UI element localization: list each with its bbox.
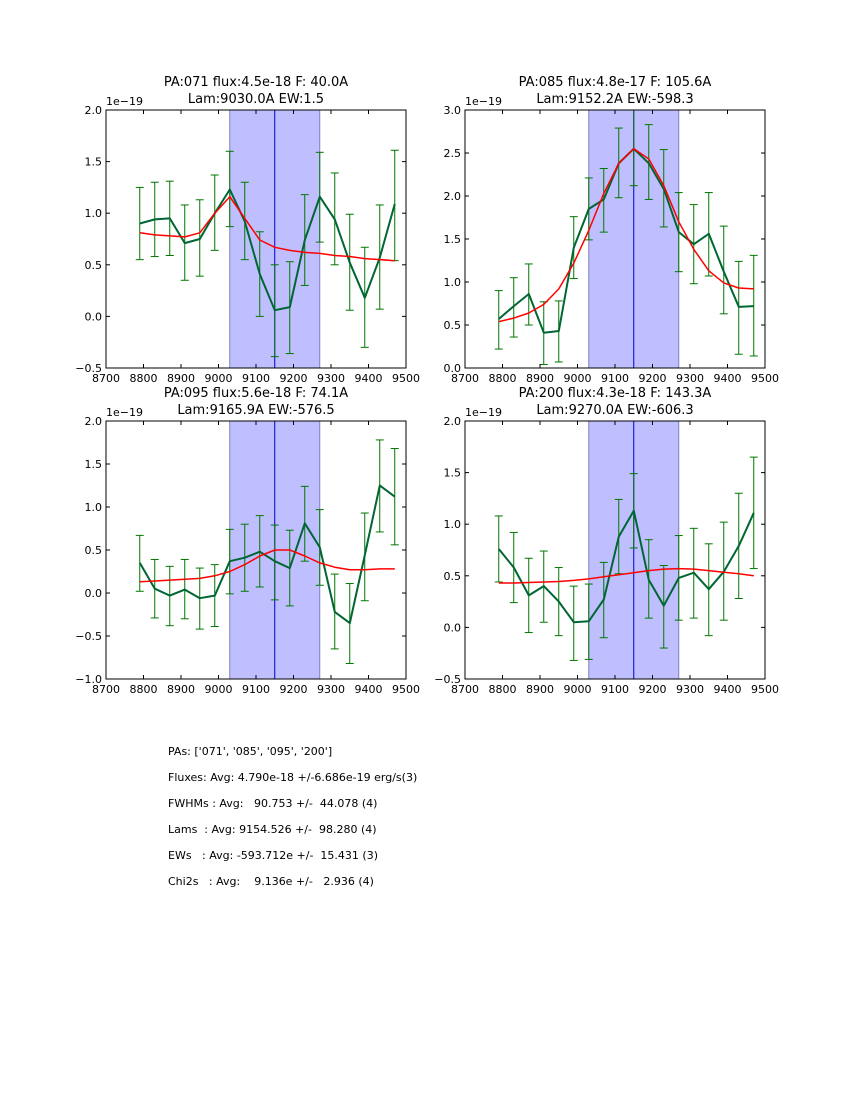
y-offset-label: 1e−19 <box>106 95 143 108</box>
y-tick-label: 0.0 <box>85 310 103 323</box>
y-tick-label: 1.5 <box>85 458 103 471</box>
x-tick-label: 9500 <box>392 683 420 696</box>
y-tick-label: −0.5 <box>75 362 102 375</box>
summary-text-block: PAs: ['071', '085', '095', '200'] Fluxes… <box>168 745 417 901</box>
subplot-title-line2: Lam:9152.2A EW:-598.3 <box>536 92 693 107</box>
x-tick-label: 9300 <box>317 683 345 696</box>
x-tick-label: 8800 <box>130 372 158 385</box>
series-fit-line <box>498 147 754 323</box>
subplot-3: 8700 8800 8900 9000 9100 9200 9300 9400 9500 −1.0… <box>75 386 420 696</box>
x-tick-label: 9100 <box>601 683 629 696</box>
x-tick-label: 9000 <box>564 683 592 696</box>
x-tick-label: 8800 <box>130 683 158 696</box>
summary-lams: Lams : Avg: 9154.526 +/- 98.280 (4) <box>168 823 377 836</box>
series-data-line <box>138 484 396 625</box>
summary-ews: EWs : Avg: -593.712e +/- 15.431 (3) <box>168 849 378 862</box>
subplot-2: 8700 8800 8900 9000 9100 9200 9300 9400 9500 0.0 0… <box>444 75 780 385</box>
subplot-title-line2: Lam:9165.9A EW:-576.5 <box>177 403 334 418</box>
x-tick-label: 9200 <box>639 372 667 385</box>
errorbar <box>494 290 503 350</box>
errorbar <box>569 585 578 661</box>
summary-fluxes: Fluxes: Avg: 4.790e-18 +/-6.686e-19 erg/… <box>168 771 418 784</box>
subplot-title-line2: Lam:9270.0A EW:-606.3 <box>536 403 693 418</box>
y-tick-label: 2.0 <box>85 104 103 117</box>
y-tick-label: 2.0 <box>85 415 103 428</box>
y-tick-label: 3.0 <box>444 104 462 117</box>
errorbar <box>270 524 279 601</box>
y-tick-label: 1.0 <box>85 207 103 220</box>
summary-pas: PAs: ['071', '085', '095', '200'] <box>168 745 333 758</box>
y-tick-label: 1.0 <box>444 518 462 531</box>
x-tick-label: 8800 <box>489 683 517 696</box>
subplot-title-line2: Lam:9030.0A EW:1.5 <box>188 92 324 107</box>
x-tick-label: 9200 <box>280 683 308 696</box>
series-fit-line <box>139 549 395 583</box>
y-tick-label: 1.5 <box>444 467 462 480</box>
summary-fwhms: FWHMs : Avg: 90.753 +/- 44.078 (4) <box>168 797 378 810</box>
x-tick-label: 8700 <box>92 372 120 385</box>
y-tick-label: −1.0 <box>75 673 102 686</box>
x-tick-label: 9100 <box>242 683 270 696</box>
summary-chi2s: Chi2s : Avg: 9.136e +/- 2.936 (4) <box>168 875 374 888</box>
x-tick-label: 9300 <box>676 372 704 385</box>
x-tick-label: 9300 <box>676 683 704 696</box>
y-tick-label: 0.5 <box>85 259 103 272</box>
y-offset-label: 1e−19 <box>465 406 502 419</box>
subplot-4: 8700 8800 8900 9000 9100 9200 9300 9400 9500 −0.5… <box>434 386 779 696</box>
x-tick-label: 9000 <box>564 372 592 385</box>
x-tick-label: 8900 <box>167 372 195 385</box>
subplot-title-line1: PA:085 flux:4.8e-17 F: 105.6A <box>519 75 712 90</box>
y-tick-label: 2.0 <box>444 190 462 203</box>
x-tick-label: 9400 <box>714 372 742 385</box>
x-tick-label: 9400 <box>355 683 383 696</box>
x-tick-label: 8900 <box>526 372 554 385</box>
subplot-title-line1: PA:200 flux:4.3e-18 F: 143.3A <box>519 386 712 401</box>
y-tick-label: 1.5 <box>444 233 462 246</box>
errorbar <box>659 564 668 649</box>
y-tick-label: −0.5 <box>75 630 102 643</box>
x-tick-label: 8900 <box>526 683 554 696</box>
x-tick-label: 9200 <box>280 372 308 385</box>
x-tick-label: 9500 <box>751 683 779 696</box>
x-tick-label: 8700 <box>451 372 479 385</box>
y-offset-label: 1e−19 <box>465 95 502 108</box>
x-tick-label: 8900 <box>167 683 195 696</box>
y-tick-label: 2.0 <box>444 415 462 428</box>
series-data-line <box>139 188 396 312</box>
y-offset-label: 1e−19 <box>106 406 143 419</box>
subplot-1: 8700 8800 8900 9000 9100 9200 9300 9400 9500 −0.5… <box>75 75 420 385</box>
y-tick-label: 1.0 <box>444 276 462 289</box>
y-tick-label: 0.5 <box>85 544 103 557</box>
y-tick-label: 2.5 <box>444 147 462 160</box>
y-tick-label: 0.0 <box>85 587 103 600</box>
y-tick-label: 0.5 <box>444 319 462 332</box>
x-tick-label: 9200 <box>639 683 667 696</box>
x-tick-label: 9500 <box>392 372 420 385</box>
x-tick-label: 9000 <box>205 683 233 696</box>
x-tick-label: 9500 <box>751 372 779 385</box>
x-tick-label: 8700 <box>92 683 120 696</box>
y-tick-label: 0.5 <box>444 570 462 583</box>
y-tick-label: 1.5 <box>85 156 103 169</box>
y-tick-label: 0.0 <box>444 362 462 375</box>
x-tick-label: 8700 <box>451 683 479 696</box>
x-tick-label: 9100 <box>242 372 270 385</box>
x-tick-label: 9400 <box>355 372 383 385</box>
x-tick-label: 9400 <box>714 683 742 696</box>
y-tick-label: 0.0 <box>444 621 462 634</box>
series-fit-line <box>498 567 754 584</box>
x-tick-label: 9100 <box>601 372 629 385</box>
series-data-line <box>498 509 755 624</box>
y-tick-label: −0.5 <box>434 673 461 686</box>
x-tick-label: 9000 <box>205 372 233 385</box>
y-tick-label: 1.0 <box>85 501 103 514</box>
series-fit-line <box>139 195 395 262</box>
x-tick-label: 9300 <box>317 372 345 385</box>
x-tick-label: 8800 <box>489 372 517 385</box>
subplot-title-line1: PA:095 flux:5.6e-18 F: 74.1A <box>164 386 348 401</box>
subplot-title-line1: PA:071 flux:4.5e-18 F: 40.0A <box>164 75 348 90</box>
